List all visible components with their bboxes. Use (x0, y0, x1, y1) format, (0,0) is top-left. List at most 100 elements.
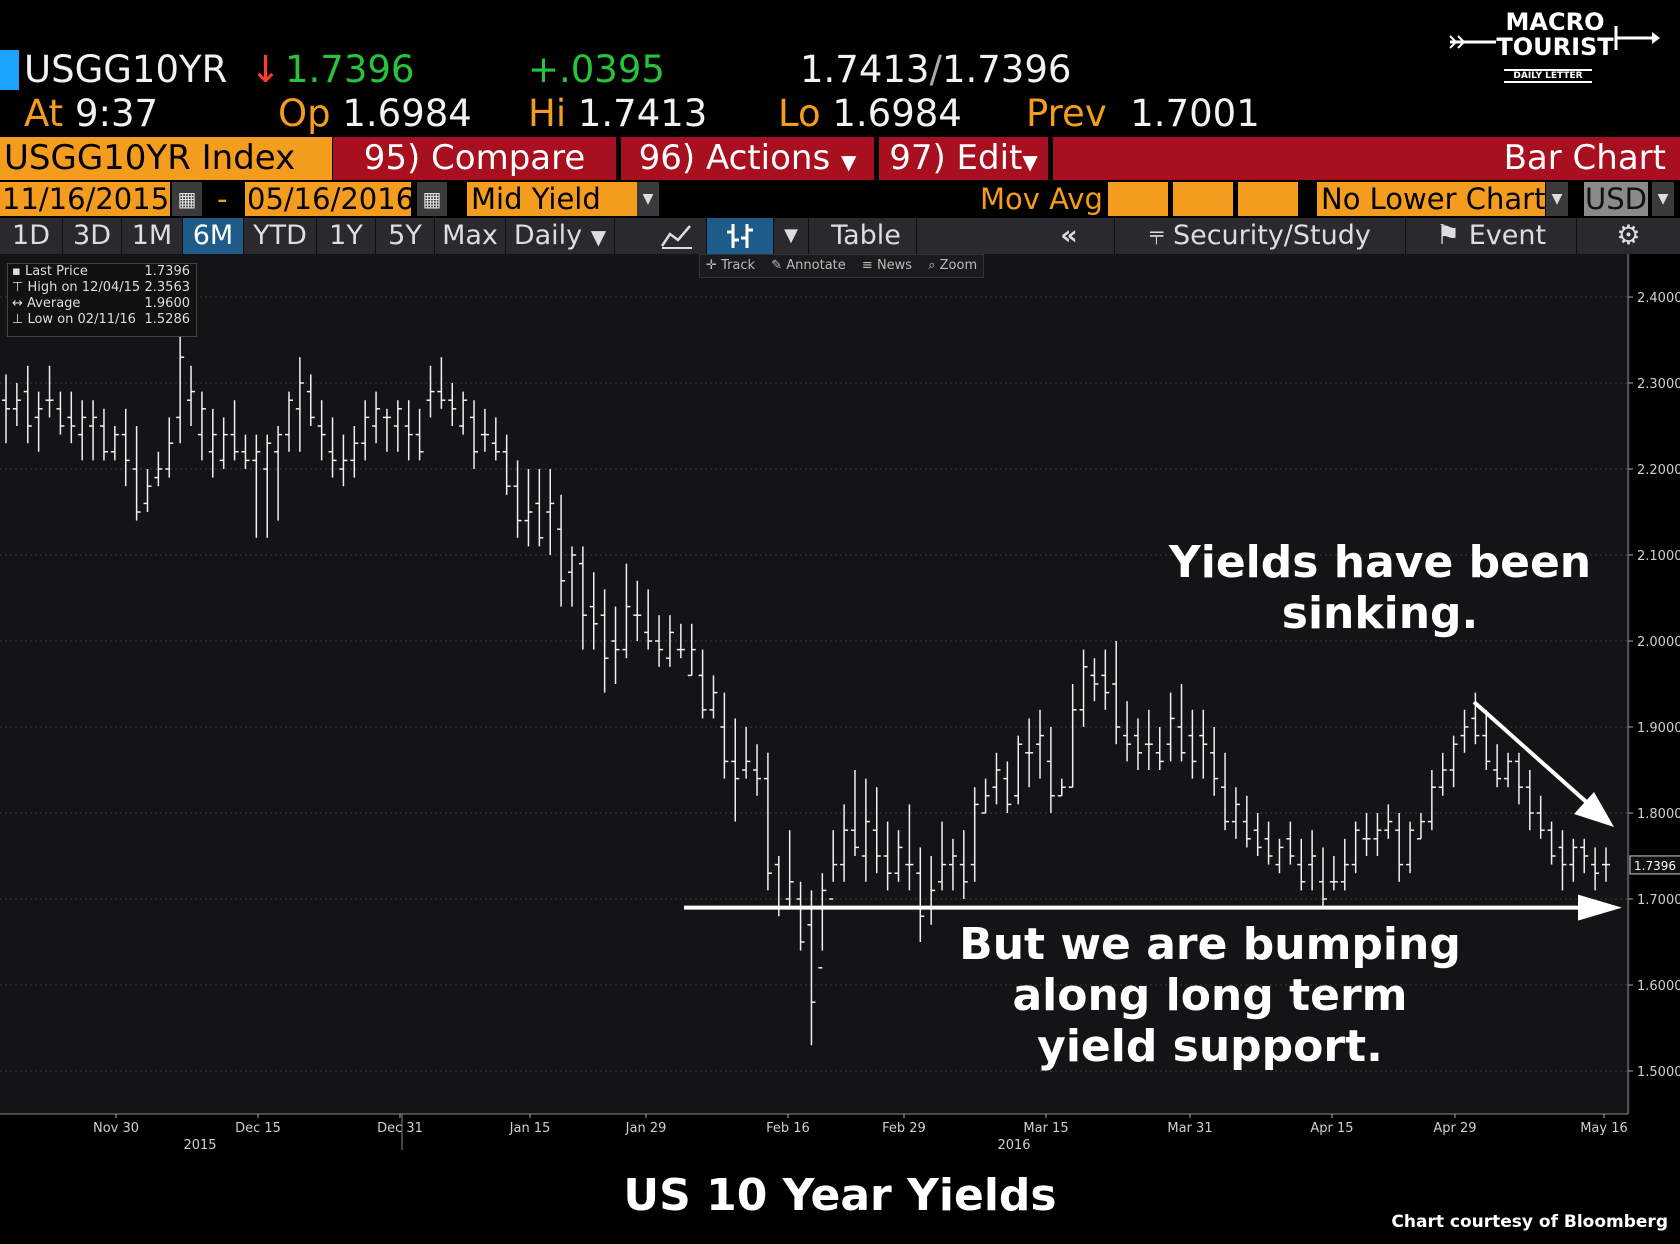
ohlc-bar (197, 391, 206, 461)
support-arrowhead (1578, 894, 1622, 921)
ohlc-bar (676, 623, 685, 659)
ohlc-bar (415, 408, 424, 461)
gear-icon[interactable]: ⚙ (1616, 220, 1641, 251)
ohlc-bar (524, 469, 533, 547)
ohlc-bar (78, 400, 87, 461)
field-select[interactable]: Mid Yield (467, 182, 637, 216)
macro-tourist-logo: MACRO TOURIST DAILY LETTER (1440, 8, 1660, 86)
ohlc-bar (1231, 787, 1240, 839)
prev-label: Prev (1026, 92, 1107, 135)
currency-select[interactable]: USD (1584, 182, 1648, 216)
ohlc-bar (230, 400, 239, 461)
ohlc-bar (1558, 830, 1567, 891)
ohlc-bar (633, 580, 642, 641)
ohlc-bar (644, 589, 653, 650)
y-tick-label: 2.1000 (1637, 549, 1680, 564)
ohlc-bar (622, 563, 631, 659)
mov-avg-field-1[interactable] (1108, 182, 1168, 216)
annotate-tool[interactable]: ✎ Annotate (765, 258, 852, 273)
period-1d[interactable]: 1D (0, 218, 63, 254)
chevron-down-icon[interactable]: ▼ (1652, 182, 1674, 216)
y-tick-label: 2.0000 (1637, 635, 1680, 650)
legend-value: 1.9600 (144, 296, 191, 311)
actions-button[interactable]: 96) Actions ▼ (621, 137, 874, 180)
footer-credit: Chart courtesy of Bloomberg (1391, 1212, 1668, 1232)
ohlc-bar (687, 623, 696, 677)
track-tool[interactable]: ✛ Track (700, 258, 761, 273)
table-button[interactable]: Table (816, 218, 917, 254)
ohlc-bar (742, 727, 751, 779)
chevron-down-icon[interactable]: ▼ (774, 218, 809, 254)
legend-value: 1.5286 (144, 312, 191, 327)
bar-chart-icon[interactable] (707, 218, 774, 254)
zoom-tool[interactable]: ⌕ Zoom (922, 258, 983, 273)
frequency-select[interactable]: Daily ▼ (506, 218, 615, 254)
ohlc-bar (1416, 813, 1425, 840)
legend-label: Last Price (24, 264, 88, 279)
period-max[interactable]: Max (435, 218, 506, 254)
compare-button[interactable]: 95) Compare (333, 137, 616, 180)
period-ytd[interactable]: YTD (244, 218, 317, 254)
legend-label: High on 12/04/15 (27, 280, 141, 295)
legend-value: 2.3563 (144, 280, 191, 295)
ohlc-bar (1025, 718, 1034, 788)
lower-chart-select[interactable]: No Lower Chart (1317, 182, 1545, 216)
event-button[interactable]: ⚑ Event (1406, 218, 1577, 254)
ohlc-bar (339, 434, 348, 487)
period-1m[interactable]: 1M (122, 218, 183, 254)
ticker-symbol: USGG10YR (24, 48, 228, 91)
start-date-field[interactable]: 11/16/2015 (0, 182, 170, 216)
collapse-icon[interactable]: « (1024, 218, 1115, 254)
ohlc-bar (1438, 752, 1447, 796)
y-tick-label: 2.3000 (1637, 377, 1680, 392)
chart-type-button[interactable]: Bar Chart (1053, 137, 1680, 180)
ohlc-bar (1014, 735, 1023, 805)
period-6m[interactable]: 6M (183, 218, 244, 254)
legend-label: Average (27, 296, 81, 311)
ohlc-bar (1166, 692, 1175, 762)
low-quote: Lo 1.6984 (778, 92, 962, 136)
y-tick-label: 1.8000 (1637, 807, 1680, 822)
y-tick-label: 2.4000 (1637, 291, 1680, 306)
ohlc-bar (393, 400, 402, 452)
ohlc-bar (1427, 770, 1436, 831)
ohlc-bar (1395, 813, 1404, 882)
high-label: Hi (528, 92, 567, 135)
ohlc-bar (1264, 821, 1273, 865)
calendar-icon[interactable]: ▦ (417, 182, 447, 216)
ohlc-bar (1275, 838, 1284, 874)
annotation-bottom: But we are bumping along long term yield… (930, 919, 1490, 1072)
ohlc-bar (1068, 684, 1077, 788)
chevron-down-icon[interactable]: ▼ (637, 182, 659, 216)
ohlc-bar (1133, 718, 1142, 770)
mov-avg-field-2[interactable] (1173, 182, 1233, 216)
open-label: Op (278, 92, 331, 135)
ohlc-bar (2, 374, 10, 444)
ohlc-bar (404, 400, 413, 461)
end-date-field[interactable]: 05/16/2016 (245, 182, 415, 216)
edit-button[interactable]: 97) Edit▼ (879, 137, 1048, 180)
line-chart-icon[interactable] (648, 218, 707, 254)
calendar-icon[interactable]: ▦ (172, 182, 202, 216)
ohlc-bar (306, 374, 315, 426)
ohlc-bar (513, 460, 522, 538)
ohlc-bar (187, 365, 196, 426)
ohlc-bar (132, 426, 141, 521)
period-3d[interactable]: 3D (63, 218, 122, 254)
chevron-down-icon[interactable]: ▼ (1546, 182, 1568, 216)
ohlc-bar (274, 426, 283, 521)
ohlc-bar (1101, 649, 1110, 710)
open-value: 1.6984 (342, 92, 472, 135)
ohlc-bar (1286, 821, 1295, 865)
index-label[interactable]: USGG10YR Index (0, 137, 332, 180)
period-5y[interactable]: 5Y (376, 218, 435, 254)
ohlc-bar (1536, 795, 1545, 839)
x-tick-label: Jan 15 (509, 1121, 551, 1136)
security-study-button[interactable]: ⫧ Security/Study (1115, 218, 1406, 254)
ohlc-bar (1057, 778, 1066, 797)
period-1y[interactable]: 1Y (317, 218, 376, 254)
news-tool[interactable]: ≡ News (856, 258, 918, 273)
ohlc-bar (1046, 727, 1055, 813)
ohlc-bar (829, 830, 838, 900)
mov-avg-field-3[interactable] (1238, 182, 1298, 216)
